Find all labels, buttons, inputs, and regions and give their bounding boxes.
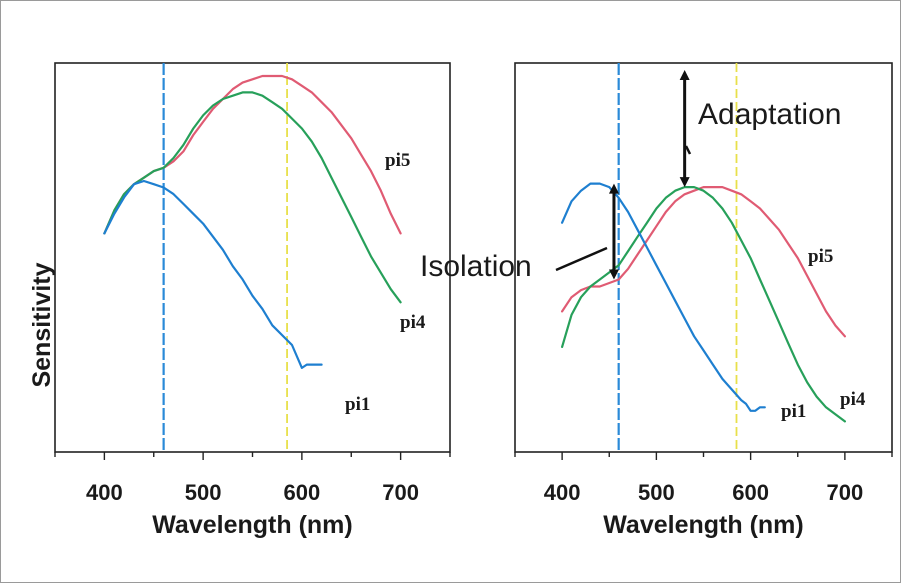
x-tick-label-600: 600 xyxy=(732,480,769,505)
x-axis-title-0: Wavelength (nm) xyxy=(152,511,352,539)
right-panel: 400 500 600 700 Wavelength (nm) pi5 pi4 pi1 Adap… xyxy=(420,62,893,539)
series-line-pi1 xyxy=(103,179,323,369)
series-line-pi5 xyxy=(560,186,847,338)
series-label-pi1: pi1 xyxy=(781,401,806,422)
series-label-pi4: pi4 xyxy=(840,389,866,410)
annotation-arrowhead-top xyxy=(608,183,619,194)
series-label-pi1: pi1 xyxy=(345,394,370,415)
x-tick-label-500: 500 xyxy=(638,480,675,505)
annotation-label-isolation: Isolation xyxy=(420,250,532,283)
series-label-pi5: pi5 xyxy=(808,246,833,267)
left-panel: 400 500 600 700 Wavelength (nm) pi5 pi4 pi1 xyxy=(54,62,451,539)
x-tick-label-700: 700 xyxy=(827,480,864,505)
annotation-label-adaptation: Adaptation xyxy=(698,98,841,131)
series-label-pi5: pi5 xyxy=(385,150,410,171)
annotation-arrowhead-bottom xyxy=(679,177,690,188)
x-axis-title-1: Wavelength (nm) xyxy=(603,511,803,539)
series-line-pi4 xyxy=(560,186,847,423)
series-line-pi1 xyxy=(560,182,766,412)
annotation-pointer-isolation xyxy=(555,246,608,272)
x-tick-label-400: 400 xyxy=(544,480,581,505)
x-tick-label-700: 700 xyxy=(382,480,419,505)
annotation-arrowhead-bottom xyxy=(608,269,619,280)
annotation-arrowhead-top xyxy=(679,70,690,80)
x-tick-label-500: 500 xyxy=(185,480,222,505)
x-tick-label-600: 600 xyxy=(284,480,321,505)
x-tick-label-400: 400 xyxy=(86,480,123,505)
y-axis-title: Sensitivity xyxy=(28,262,56,387)
series-line-pi4 xyxy=(103,91,402,304)
series-label-pi4: pi4 xyxy=(400,312,426,333)
annotation-pointer-adaptation xyxy=(684,145,692,155)
